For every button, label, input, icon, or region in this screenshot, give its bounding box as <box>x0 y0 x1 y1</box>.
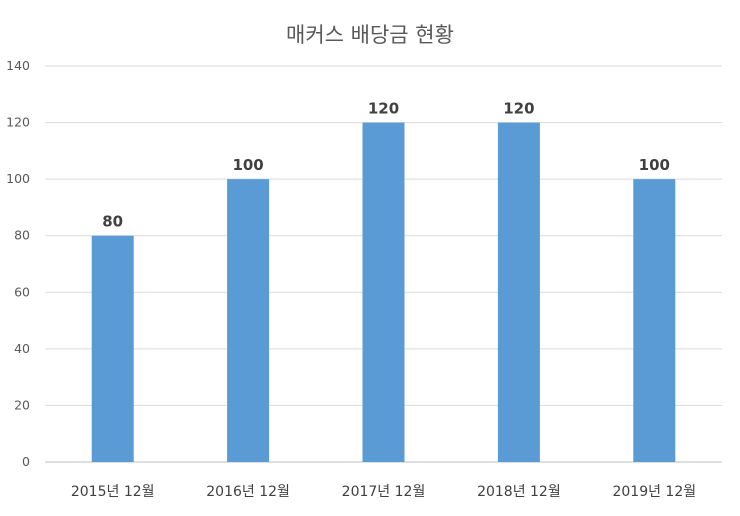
bar <box>633 179 676 462</box>
y-tick-label: 100 <box>6 171 30 186</box>
y-tick-label: 40 <box>14 341 30 356</box>
data-label: 80 <box>102 213 123 231</box>
x-category-label: 2018년 12월 <box>477 484 561 500</box>
x-category-label: 2019년 12월 <box>612 484 696 500</box>
data-label: 100 <box>639 156 670 174</box>
bar <box>91 235 134 462</box>
x-category-label: 2015년 12월 <box>71 484 155 500</box>
y-tick-label: 60 <box>14 284 30 299</box>
y-tick-label: 0 <box>22 454 30 469</box>
chart-title: 매커스 배당금 현황 <box>286 23 454 47</box>
y-tick-label: 140 <box>6 58 30 73</box>
x-category-label: 2017년 12월 <box>342 484 426 500</box>
bars <box>91 122 676 463</box>
data-label: 120 <box>368 100 399 118</box>
y-tick-label: 80 <box>14 228 30 243</box>
data-label: 120 <box>503 100 534 118</box>
bar <box>497 122 540 463</box>
data-label: 100 <box>232 156 263 174</box>
y-tick-label: 120 <box>6 115 30 130</box>
bar <box>362 122 405 463</box>
bar <box>227 179 270 462</box>
x-category-label: 2016년 12월 <box>206 484 290 500</box>
y-axis-ticks: 0 20 40 60 80 100 120 140 <box>6 58 30 469</box>
x-axis-categories: 2015년 12월 2016년 12월 2017년 12월 2018년 12월 2019… <box>71 484 696 500</box>
data-labels: 80 100 120 120 100 <box>102 100 670 231</box>
y-tick-label: 20 <box>14 397 30 412</box>
